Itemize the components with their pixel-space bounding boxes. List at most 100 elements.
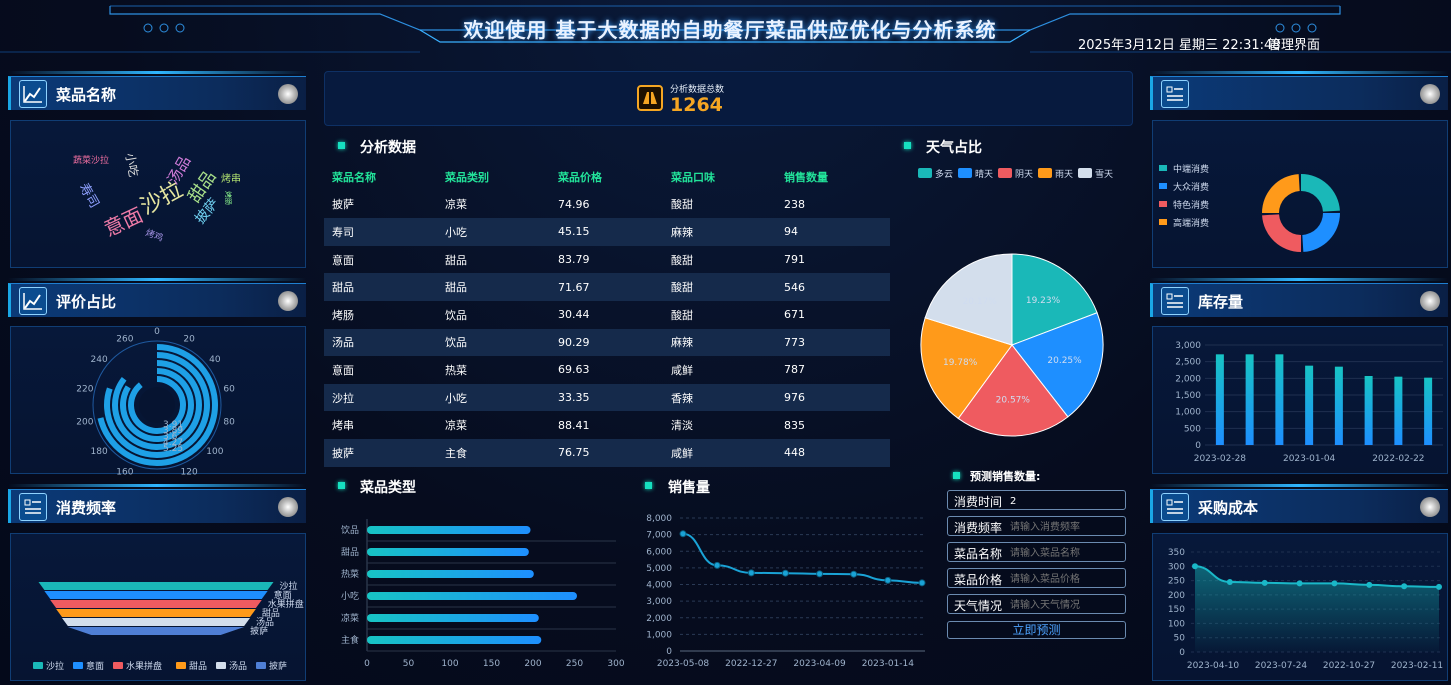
- settings-icon[interactable]: [1420, 497, 1440, 517]
- data-point: [1192, 563, 1198, 570]
- bar: [367, 570, 534, 578]
- funnel-label: 水果拼盘: [268, 598, 304, 610]
- funnel-segment: [38, 582, 274, 590]
- axis-tick-label: 4,000: [646, 581, 672, 591]
- settings-icon[interactable]: [1420, 84, 1440, 104]
- wordcloud: 沙拉 意面 甜品 披萨 汤品 寿司 小吃 烤串 蔬菜沙拉 烤鸡 烤肠: [73, 152, 241, 244]
- form-row: 消费时间: [947, 490, 1126, 510]
- data-point: [1296, 580, 1303, 587]
- form-input[interactable]: [1010, 598, 1122, 612]
- donut-slice: [1301, 174, 1340, 212]
- table-row[interactable]: 烤串 凉菜 88.41 清淡 835: [324, 411, 890, 439]
- panel-title-dish-names: 菜品名称: [8, 76, 306, 110]
- data-label: 19.78%: [943, 358, 978, 368]
- settings-icon[interactable]: [278, 497, 298, 517]
- panel-label: 菜品名称: [56, 86, 117, 104]
- table-row[interactable]: 甜品 甜品 71.67 酸甜 546: [324, 273, 890, 301]
- legend-swatch: [176, 662, 186, 669]
- legend-swatch: [1078, 168, 1092, 178]
- table-header-cell: 菜品口味: [671, 170, 715, 184]
- bar: [1305, 365, 1314, 445]
- legend-label: 水果拼盘: [126, 660, 162, 672]
- bar: [1334, 366, 1343, 445]
- stock-panel: 0 500 1,000 1,500 2,000 2,500 3,000 2023-02-28 2…: [1152, 326, 1448, 474]
- settings-icon[interactable]: [1420, 291, 1440, 311]
- table-cell: 671: [784, 308, 805, 322]
- axis-tick-label: 250: [1168, 577, 1185, 587]
- data-point: [1436, 583, 1442, 590]
- table-row[interactable]: 意面 热菜 69.63 咸鲜 787: [324, 356, 890, 384]
- legend-swatch: [73, 662, 83, 669]
- table-row[interactable]: 烤肠 饮品 30.44 酸甜 671: [324, 301, 890, 329]
- wordcloud-panel: 沙拉 意面 甜品 披萨 汤品 寿司 小吃 烤串 蔬菜沙拉 烤鸡 烤肠: [10, 120, 306, 268]
- axis-tick-label: 150: [1168, 605, 1185, 615]
- data-label: 20.25%: [1047, 356, 1082, 366]
- word: 小吃: [123, 152, 141, 178]
- axis-tick-label: 0: [666, 647, 672, 657]
- form-input[interactable]: [1010, 546, 1122, 560]
- legend-label: 意面: [86, 660, 104, 672]
- axis-tick-label: 2,000: [1175, 374, 1201, 384]
- axis-tick-label: 1,000: [646, 630, 672, 640]
- axis-tick-label: 5,000: [646, 564, 672, 574]
- table-cell: 448: [784, 446, 805, 460]
- table-cell: 76.75: [558, 446, 590, 460]
- table-row[interactable]: 披萨 主食 76.75 咸鲜 448: [324, 438, 890, 467]
- axis-tick-label: 8,000: [646, 514, 672, 524]
- settings-icon[interactable]: [278, 291, 298, 311]
- panel-label: 采购成本: [1198, 499, 1259, 517]
- bar: [367, 526, 531, 534]
- panel-title-freq: 消费频率: [8, 489, 306, 523]
- axis-tick-label: 2023-01-14: [862, 659, 915, 669]
- form-input[interactable]: [1010, 520, 1122, 534]
- table-row[interactable]: 汤品 饮品 90.29 麻辣 773: [324, 328, 890, 357]
- legend-swatch: [1159, 219, 1167, 225]
- table-row[interactable]: 披萨 凉菜 74.96 酸甜 238: [324, 191, 890, 219]
- axis-tick-label: 240: [91, 355, 108, 365]
- settings-icon[interactable]: [278, 84, 298, 104]
- glow-line: [8, 278, 306, 281]
- data-label: 20.57%: [996, 396, 1031, 406]
- admin-link[interactable]: 管理界面: [1268, 38, 1321, 53]
- database-icon: [637, 85, 663, 111]
- axis-tick-label: 350: [1168, 548, 1185, 558]
- axis-tick-label: 100: [1168, 619, 1185, 629]
- table-cell: 沙拉: [332, 391, 354, 405]
- table-cell: 小吃: [445, 391, 467, 405]
- donut-slice: [1262, 214, 1301, 252]
- legend-label: 阴天: [1015, 169, 1033, 180]
- axis-tick-label: 2023-01-04: [1283, 454, 1336, 464]
- predict-button[interactable]: 立即预测: [947, 621, 1126, 639]
- legend-label: 高端消费: [1173, 217, 1209, 229]
- table-cell: 主食: [445, 446, 467, 460]
- data-point: [918, 579, 926, 587]
- table-row[interactable]: 寿司 小吃 45.15 麻辣 94: [324, 218, 890, 246]
- series-line: [682, 532, 923, 584]
- form-input[interactable]: [1010, 572, 1122, 586]
- predict-title: 预测销售数量:: [970, 470, 1041, 483]
- table-row[interactable]: 沙拉 小吃 33.35 香辣 976: [324, 383, 890, 412]
- table-cell: 90.29: [558, 335, 590, 349]
- table-cell: 791: [784, 253, 805, 267]
- form-input[interactable]: [1010, 494, 1122, 508]
- bar: [367, 636, 542, 644]
- funnel-label: 甜品: [262, 607, 280, 619]
- form-row: 天气情况: [947, 594, 1126, 614]
- table-cell: 麻辣: [671, 336, 693, 350]
- sales-title: 销售量: [668, 480, 710, 496]
- word: 蔬菜沙拉: [73, 154, 109, 166]
- table-cell: 凉菜: [445, 198, 467, 212]
- donut-slice: [1302, 213, 1340, 252]
- pie-slice: [920, 317, 1013, 420]
- table-cell: 83.79: [558, 253, 590, 267]
- axis-tick-label: 20: [183, 334, 195, 344]
- legend-swatch: [33, 662, 43, 669]
- table-cell: 976: [784, 391, 805, 405]
- pie-slice: [1011, 312, 1104, 418]
- data-label: 3.6: [163, 432, 178, 442]
- table-row[interactable]: 意面 甜品 83.79 酸甜 791: [324, 246, 890, 274]
- legend-label: 多云: [935, 168, 953, 180]
- table-cell: 74.96: [558, 197, 590, 211]
